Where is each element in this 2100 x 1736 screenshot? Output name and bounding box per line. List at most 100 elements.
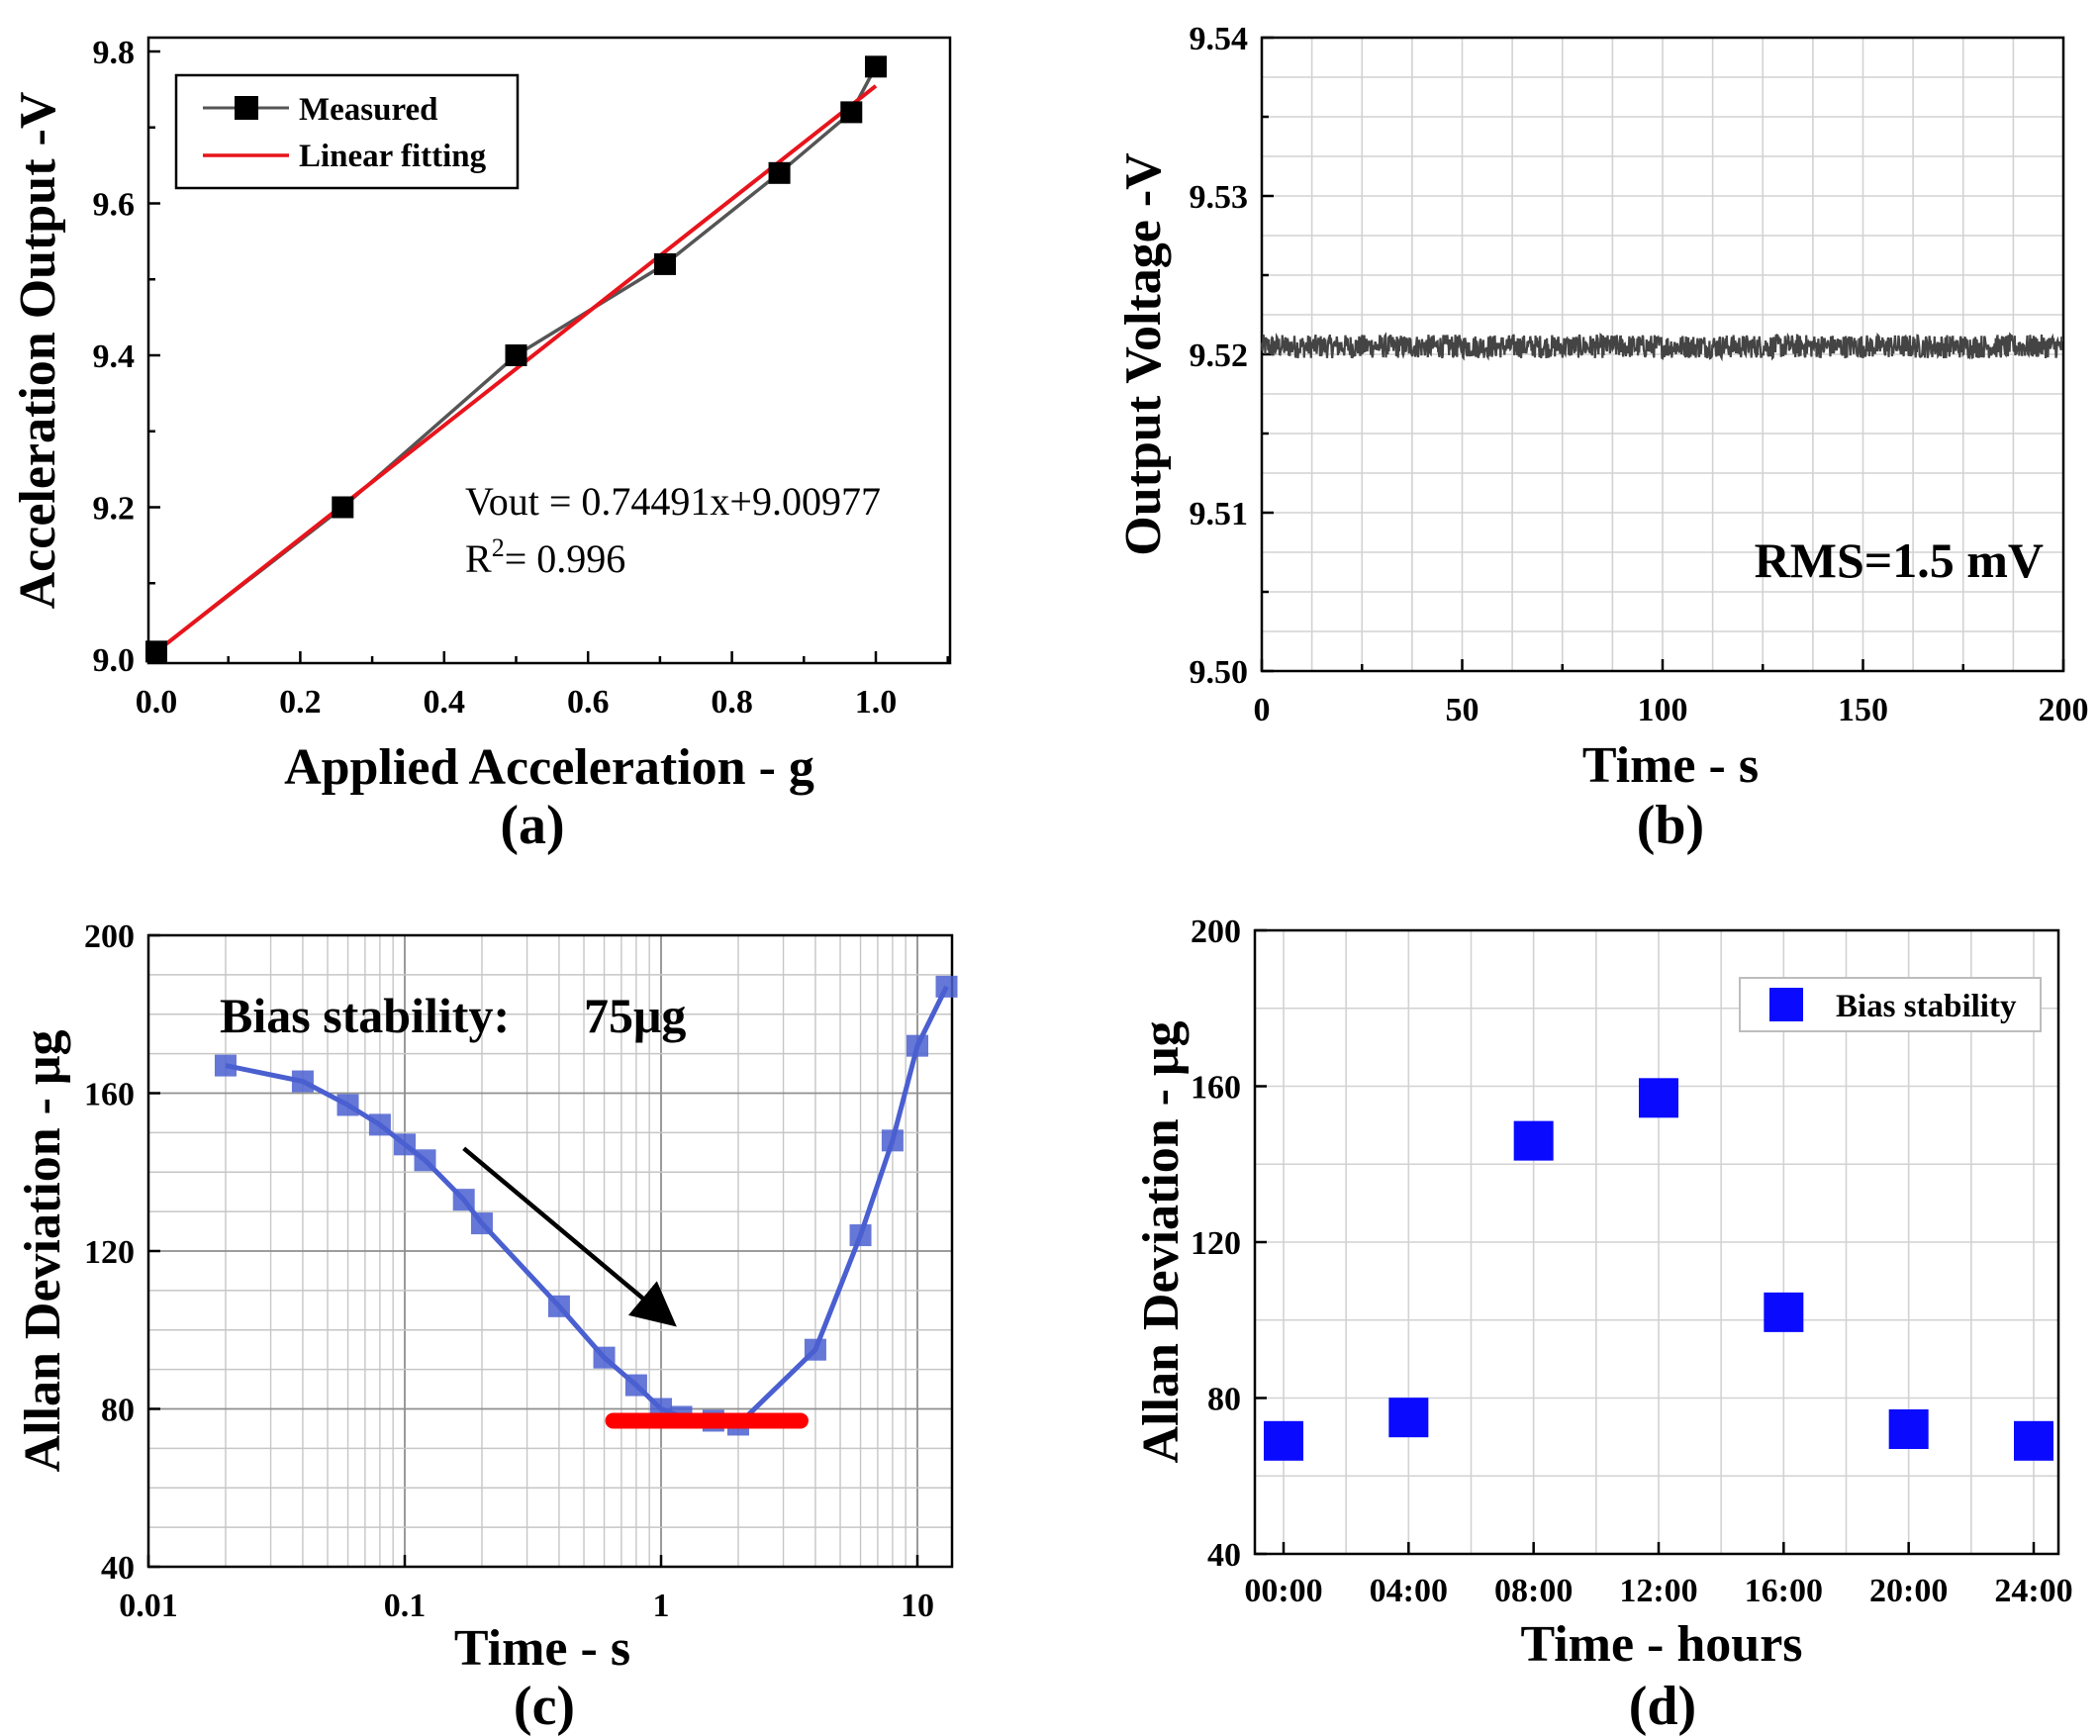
plot-data-b: [1260, 332, 2064, 362]
a-x-tick-label: 0.2: [279, 684, 322, 721]
b-y-tick-label: 9.53: [1190, 179, 1249, 216]
d-y-tick-label: 120: [1191, 1225, 1241, 1262]
c-x-tick-label: 0.01: [119, 1588, 178, 1624]
allan-deviation-point: [804, 1338, 826, 1361]
bias-stability-point: [1388, 1398, 1429, 1438]
allan-deviation-point: [849, 1224, 872, 1247]
rms-annotation: RMS=1.5 mV: [1755, 532, 2044, 588]
bias-stability-value: 75μg: [584, 988, 686, 1043]
bias-stability-point: [1639, 1078, 1678, 1118]
a-x-tick-label: 1.0: [855, 684, 898, 721]
d-y-tick-label: 40: [1207, 1537, 1241, 1574]
a-x-tick-label: 0.6: [567, 684, 610, 721]
legend-entry-linear-fitting: Linear fitting: [203, 139, 487, 174]
allan-deviation-point: [935, 975, 958, 998]
measured-point: [768, 161, 791, 184]
panel-caption-b: (b): [1637, 795, 1704, 856]
b-x-tick-label: 50: [1446, 692, 1480, 728]
allan-deviation-point: [907, 1034, 928, 1057]
plot-frame-a: [146, 36, 952, 665]
axis-ticks-d: 00:00 04:00 08:00 12:00 16:00 20:00 24:00 40 80 1…: [1191, 914, 2073, 1609]
measured-point: [332, 496, 354, 519]
b-y-tick-label: 9.51: [1190, 496, 1249, 532]
a-y-tick-label: 9.2: [93, 491, 136, 528]
d-x-tick-label: 00:00: [1244, 1573, 1322, 1609]
c-y-tick-label: 120: [84, 1234, 135, 1271]
d-x-tick-label: 16:00: [1745, 1573, 1823, 1609]
allan-deviation-point: [547, 1295, 570, 1317]
linear-fit-line: [154, 84, 878, 654]
allan-deviation-point: [336, 1094, 359, 1116]
a-y-tick-label: 9.8: [93, 35, 136, 71]
a-x-tick-label: 0.8: [711, 684, 753, 721]
plot-data-a: [145, 55, 887, 663]
legend-entry-measured: Measured: [203, 92, 438, 128]
d-x-tick-label: 24:00: [1994, 1573, 2072, 1609]
x-axis-label-a: Applied Acceleration - g: [284, 739, 814, 796]
allan-deviation-point: [470, 1212, 493, 1235]
a-x-tick-label: 0.0: [136, 684, 178, 721]
allan-deviation-point: [414, 1149, 436, 1172]
plot-data-c: [214, 975, 958, 1436]
r-squared-prefix: R: [465, 536, 492, 581]
x-axis-label-d: Time - hours: [1520, 1616, 1802, 1673]
legend-label-bias-stability: Bias stability: [1836, 989, 2017, 1024]
a-y-tick-label: 9.6: [93, 187, 136, 224]
a-x-tick-label: 0.4: [424, 684, 466, 721]
axis-ticks-b: 0 50 100 150 200 9.50 9.51 9.52 9.53 9.54: [1190, 21, 2089, 728]
panel-caption-c: (c): [514, 1676, 575, 1736]
bias-stability-point: [1888, 1409, 1929, 1449]
measured-point: [653, 252, 676, 275]
bias-stability-arrow: [462, 1146, 677, 1327]
c-x-tick-label: 10: [901, 1588, 934, 1624]
d-x-tick-label: 04:00: [1370, 1573, 1448, 1609]
d-x-tick-label: 12:00: [1619, 1573, 1697, 1609]
allan-deviation-point: [593, 1346, 616, 1369]
bias-stability-point: [2014, 1420, 2053, 1461]
allan-deviation-point: [624, 1374, 647, 1397]
r-squared-value: = 0.996: [505, 536, 626, 581]
c-y-tick-label: 160: [84, 1077, 135, 1113]
measured-point: [505, 344, 527, 366]
panel-d: 00:00 04:00 08:00 12:00 16:00 20:00 24:00 40 80 1…: [1133, 914, 2073, 1736]
bias-stability-point: [1513, 1120, 1554, 1161]
b-x-tick-label: 0: [1254, 692, 1271, 728]
c-y-tick-label: 200: [84, 918, 135, 955]
legend-label-measured: Measured: [299, 92, 438, 128]
b-x-tick-label: 150: [1838, 692, 1888, 728]
allan-deviation-point: [394, 1133, 416, 1156]
allan-deviation-point: [214, 1054, 237, 1077]
b-x-tick-label: 200: [2039, 692, 2089, 728]
panel-caption-a: (a): [500, 795, 564, 856]
d-x-tick-label: 08:00: [1494, 1573, 1573, 1609]
bias-stability-point: [1264, 1420, 1303, 1461]
measured-point: [840, 101, 863, 124]
legend-marker-bias-stability: [1769, 988, 1803, 1021]
allan-deviation-point: [368, 1113, 391, 1136]
b-y-tick-label: 9.52: [1190, 338, 1249, 374]
plot-data-d: [1264, 1078, 2053, 1461]
c-x-tick-label: 0.1: [384, 1588, 427, 1624]
a-y-tick-label: 9.4: [93, 338, 136, 375]
c-y-tick-label: 80: [101, 1393, 135, 1429]
d-y-tick-label: 80: [1207, 1382, 1241, 1418]
b-y-tick-label: 9.50: [1190, 654, 1249, 691]
d-x-tick-label: 20:00: [1869, 1573, 1948, 1609]
y-axis-label-d: Allan Deviation - μg: [1133, 1021, 1190, 1464]
bias-stability-label: Bias stability:: [220, 988, 510, 1043]
panel-a: 0.0 0.2 0.4 0.6 0.8 1.0 9.0 9.2 9.4 9.6 9.8 Measur…: [10, 35, 952, 856]
fit-equation: Vout = 0.74491x+9.00977: [465, 479, 881, 524]
y-axis-label-a: Acceleration Output -V: [10, 92, 66, 610]
measured-point: [865, 55, 887, 78]
allan-deviation-point: [291, 1070, 314, 1093]
allan-deviation-point: [452, 1189, 475, 1211]
axis-ticks-c: 0.01 0.1 1 10 40 80 120 160 200: [84, 918, 934, 1624]
b-y-tick-label: 9.54: [1190, 21, 1249, 57]
panel-caption-d: (d): [1629, 1676, 1696, 1736]
allan-deviation-point: [881, 1129, 904, 1152]
axis-ticks-a: 0.0 0.2 0.4 0.6 0.8 1.0 9.0 9.2 9.4 9.6 9.8: [93, 35, 949, 721]
x-axis-label-b: Time - s: [1582, 737, 1759, 794]
a-y-tick-label: 9.0: [93, 642, 136, 679]
panel-b: 0 50 100 150 200 9.50 9.51 9.52 9.53 9.54 RMS=1.5…: [1115, 21, 2089, 856]
